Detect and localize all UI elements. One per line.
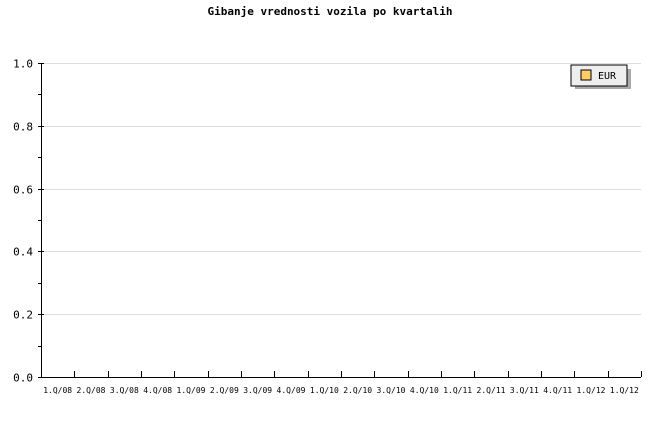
y-tick-label: 0.8 [13,121,33,134]
x-tick-label: 1.Q/12 [577,386,606,395]
x-tick-label: 1.Q/10 [310,386,339,395]
axes [38,63,642,378]
x-tick-label: 4.Q/10 [410,386,439,395]
x-tick-label: 1.Q/11 [443,386,472,395]
x-tick-label: 2.Q/11 [477,386,506,395]
x-tick-labels: 1.Q/08 2.Q/08 3.Q/08 4.Q/08 1.Q/09 2.Q/09 3.Q/… [43,386,639,395]
x-tick-label: 4.Q/09 [277,386,306,395]
x-tick-label: 2.Q/08 [77,386,106,395]
legend: EUR [570,64,631,89]
y-tick-label: 0.4 [13,246,33,259]
x-tick-label: 3.Q/11 [510,386,539,395]
legend-swatch-eur [580,69,592,81]
x-tick-label: 3.Q/09 [243,386,272,395]
chart-title: Gibanje vrednosti vozila po kvartalih [207,5,452,18]
x-tick-label: 4.Q/11 [543,386,572,395]
x-tick-label: 2.Q/09 [210,386,239,395]
y-tick-label: 0.6 [13,184,33,197]
x-tick-label: 1.Q/09 [177,386,206,395]
y-tick-label: 0.2 [13,309,33,322]
legend-label-eur: EUR [598,71,617,82]
x-tick-label: 4.Q/08 [143,386,172,395]
x-tick-label: 2.Q/10 [343,386,372,395]
y-tick-label: 1.0 [13,58,33,71]
y-tick-labels: 0.0 0.2 0.4 0.6 0.8 1.0 [13,58,33,385]
y-tick-label: 0.0 [13,372,33,385]
x-tick-label: 1.Q/08 [43,386,72,395]
x-tick-label: 1.Q/12 [610,386,639,395]
x-tick-label: 3.Q/08 [110,386,139,395]
gridlines [41,63,641,315]
x-tick-label: 3.Q/10 [377,386,406,395]
